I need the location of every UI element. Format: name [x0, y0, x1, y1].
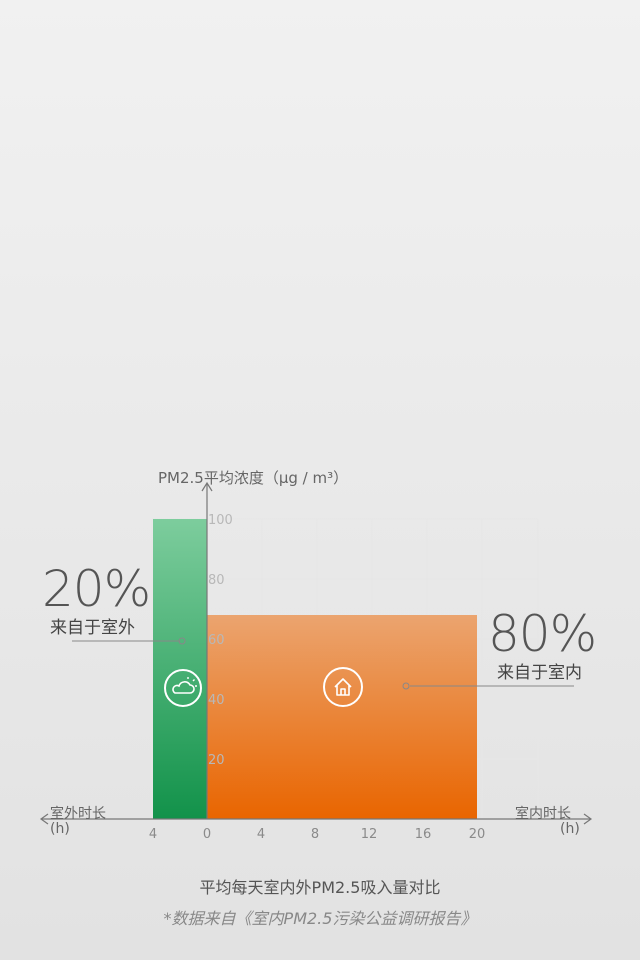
outdoor-duration-unit: (h) [50, 821, 70, 837]
y-tick-label: 20 [208, 753, 225, 768]
y-axis-arrow [201, 481, 213, 492]
outdoor-leader-dot [178, 637, 186, 645]
indoor-duration-label: 室内时长 [515, 806, 571, 822]
indoor-percent: 80% [488, 605, 597, 663]
outdoor-duration-label: 室外时长 [50, 806, 106, 822]
indoor-leader-dot [402, 682, 410, 690]
y-tick-label: 100 [208, 513, 233, 528]
indoor-bar [207, 615, 477, 819]
x-tick-label: 4 [149, 827, 157, 842]
x-axis-left-arrow [39, 813, 49, 825]
x-axis-right-arrow [583, 813, 593, 825]
chart-caption: 平均每天室内外PM2.5吸入量对比 [199, 878, 441, 897]
x-tick-label: 0 [203, 827, 211, 842]
source-note: *数据来自《室内PM2.5污染公益调研报告》 [163, 909, 477, 928]
cloud-sun-icon [164, 669, 202, 707]
indoor-duration-unit: (h) [560, 821, 580, 837]
indoor-share-text: 来自于室内 [497, 663, 582, 683]
x-tick-label: 4 [257, 827, 265, 842]
outdoor-share-text: 来自于室外 [50, 618, 135, 638]
x-tick-label: 12 [361, 827, 378, 842]
y-axis-title: PM2.5平均浓度（μg / m³） [158, 469, 349, 487]
house-icon [323, 667, 363, 707]
x-tick-label: 20 [469, 827, 486, 842]
x-tick-label: 8 [311, 827, 319, 842]
y-tick-label: 60 [208, 633, 225, 648]
y-tick-label: 80 [208, 573, 225, 588]
outdoor-percent: 20% [42, 560, 151, 618]
y-tick-label: 40 [208, 693, 225, 708]
x-tick-label: 16 [415, 827, 432, 842]
